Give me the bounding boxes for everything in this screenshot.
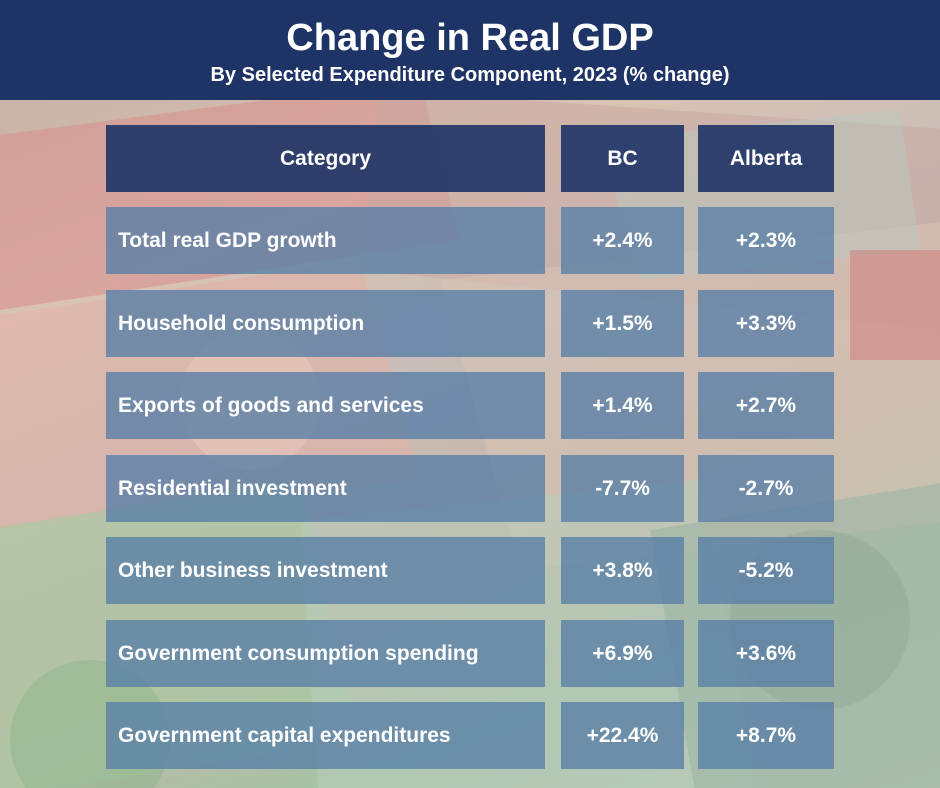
table-cell-bc: +3.8%	[561, 537, 684, 604]
table-cell-category: Other business investment	[106, 537, 545, 604]
table-cell-bc: -7.7%	[561, 455, 684, 522]
table-cell-bc: +22.4%	[561, 702, 684, 769]
table-cell-alberta: -2.7%	[698, 455, 834, 522]
table-cell-category: Residential investment	[106, 455, 545, 522]
table-cell-alberta: +8.7%	[698, 702, 834, 769]
table-cell-alberta: +3.3%	[698, 290, 834, 357]
table-cell-bc: +1.5%	[561, 290, 684, 357]
table-cell-alberta: +2.7%	[698, 372, 834, 439]
title-banner: Change in Real GDP By Selected Expenditu…	[0, 0, 940, 100]
table-cell-alberta: +3.6%	[698, 620, 834, 687]
table-cell-category: Household consumption	[106, 290, 545, 357]
table-cell-category: Exports of goods and services	[106, 372, 545, 439]
chart-title: Change in Real GDP	[286, 17, 654, 59]
table-cell-category: Government consumption spending	[106, 620, 545, 687]
chart-subtitle: By Selected Expenditure Component, 2023 …	[210, 64, 730, 86]
table-cell-alberta: -5.2%	[698, 537, 834, 604]
header-category: Category	[106, 125, 545, 192]
table-cell-bc: +1.4%	[561, 372, 684, 439]
header-bc: BC	[561, 125, 684, 192]
table-cell-category: Total real GDP growth	[106, 207, 545, 274]
table-cell-category: Government capital expenditures	[106, 702, 545, 769]
table-cell-alberta: +2.3%	[698, 207, 834, 274]
table-cell-bc: +6.9%	[561, 620, 684, 687]
header-alberta: Alberta	[698, 125, 834, 192]
table-cell-bc: +2.4%	[561, 207, 684, 274]
